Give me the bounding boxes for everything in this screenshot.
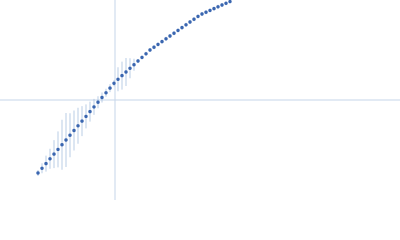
point [140, 55, 144, 60]
point [120, 73, 124, 78]
point [48, 157, 52, 161]
point [124, 70, 128, 74]
point [80, 119, 84, 123]
point [224, 1, 228, 5]
point [176, 28, 180, 33]
point [180, 25, 184, 30]
point [152, 45, 156, 49]
point [200, 12, 204, 16]
point [144, 52, 148, 56]
point [92, 105, 96, 109]
point [88, 109, 92, 114]
point [156, 42, 160, 47]
point [220, 3, 224, 7]
point [196, 14, 200, 19]
point [52, 152, 56, 156]
point [148, 48, 152, 52]
point [216, 5, 220, 9]
point [160, 39, 164, 44]
point [56, 147, 60, 152]
point [208, 8, 212, 13]
point [164, 37, 168, 41]
point [44, 161, 48, 166]
point [68, 133, 72, 137]
point [76, 124, 80, 128]
point [40, 166, 44, 170]
point [104, 91, 108, 95]
point [192, 17, 196, 21]
chart [0, 0, 400, 200]
point [84, 114, 88, 119]
point [60, 143, 64, 147]
point [64, 138, 68, 142]
point [72, 128, 76, 133]
point [36, 171, 40, 175]
point [188, 20, 192, 24]
point [136, 59, 140, 63]
point [112, 81, 116, 86]
point [212, 6, 216, 11]
point [228, 0, 232, 4]
point [108, 86, 112, 90]
point [168, 34, 172, 38]
point [172, 31, 176, 35]
point [184, 23, 188, 27]
point [128, 66, 132, 71]
point [100, 95, 104, 100]
point [116, 77, 120, 82]
point [96, 100, 100, 104]
point [204, 10, 208, 14]
point [132, 62, 136, 67]
